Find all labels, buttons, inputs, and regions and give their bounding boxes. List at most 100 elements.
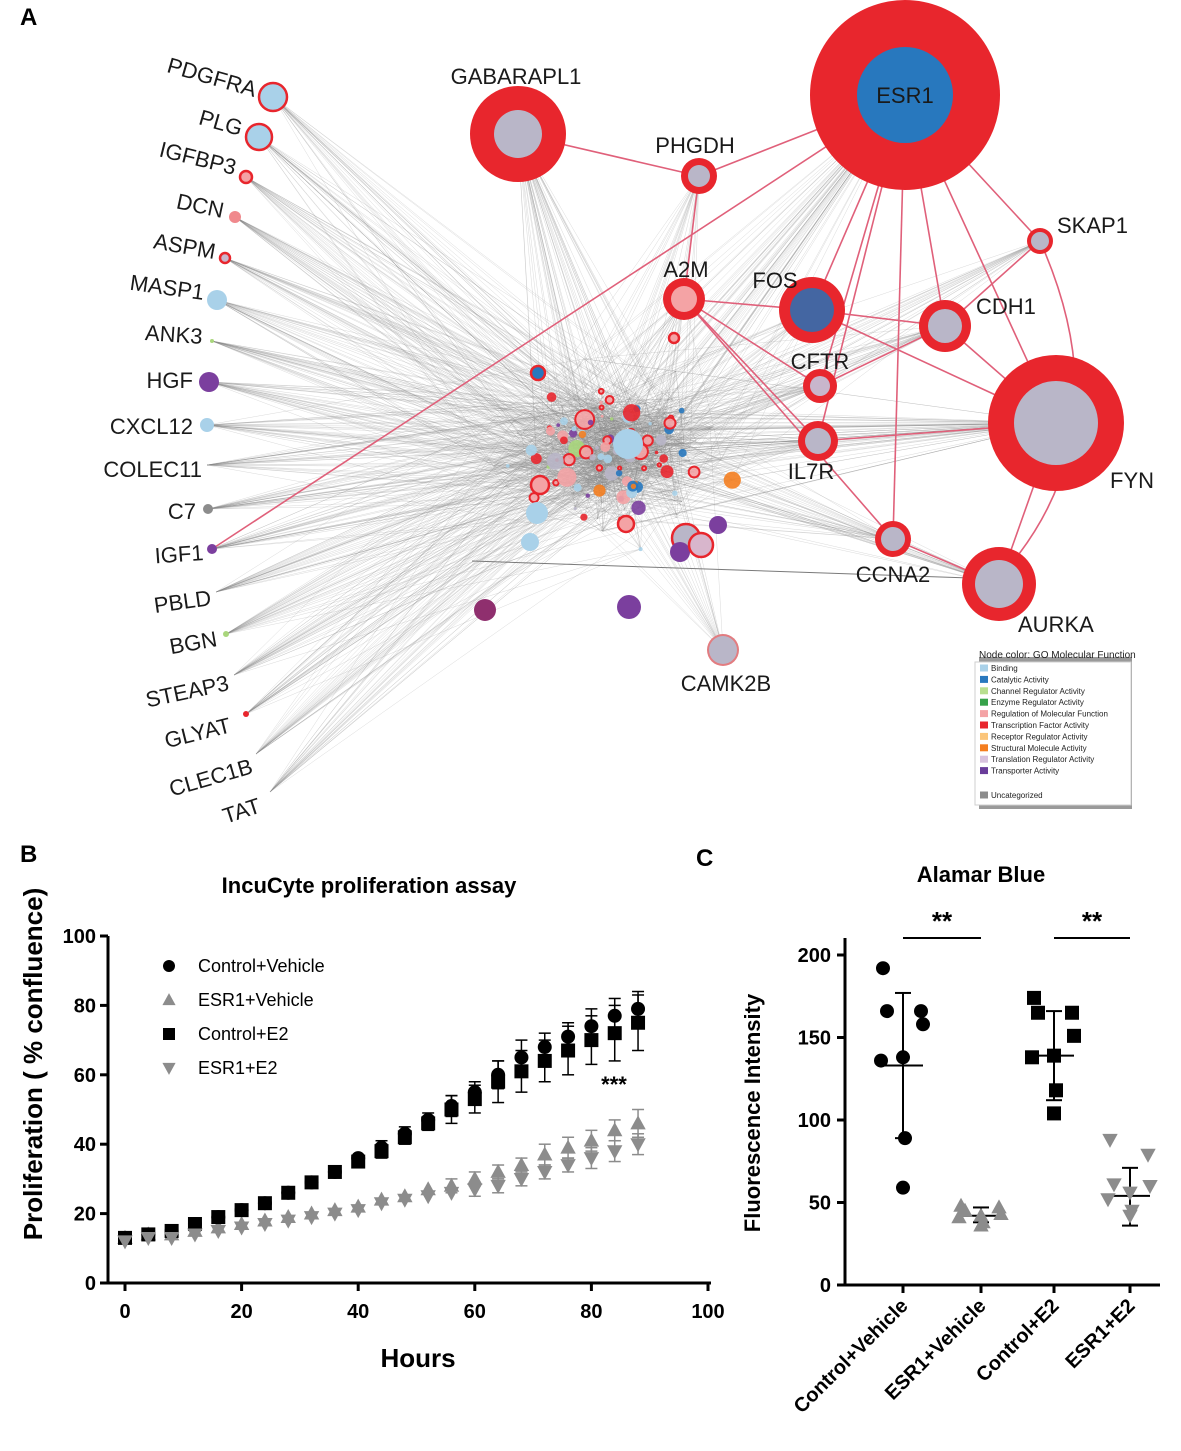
- legend-swatch-channel-regulator-activity: [980, 687, 988, 695]
- network-cloud-node: [630, 483, 637, 489]
- network-cloud-node: [687, 531, 715, 559]
- node-igf1: [207, 544, 217, 554]
- network-cloud-node: [672, 490, 678, 496]
- chart-b-x-tick-label: 60: [464, 1301, 486, 1323]
- chart-c-y-tick-label: 50: [809, 1193, 831, 1215]
- network-cloud-node: [525, 444, 537, 456]
- point-esr1-e2: [1100, 1193, 1116, 1208]
- hub-node-core-skap1: [1031, 232, 1049, 250]
- point-control-e2: [304, 1175, 319, 1190]
- point-control-e2: [1067, 1028, 1081, 1043]
- point-control-e2: [467, 1092, 482, 1107]
- legend-label-regulation-of-molecular-function: Regulation of Molecular Function: [991, 710, 1108, 719]
- network-cloud-node: [600, 414, 604, 418]
- network-cloud-node: [655, 434, 667, 446]
- hub-node-core-aurka: [975, 560, 1023, 608]
- network-cloud-node: [595, 446, 599, 450]
- network-cloud-node: [663, 416, 677, 430]
- point-esr1-e2: [1122, 1209, 1138, 1224]
- gene-label-dcn: DCN: [174, 189, 226, 223]
- hub-label-fyn: FYN: [1110, 468, 1154, 493]
- network-cloud-node: [678, 407, 685, 414]
- gene-label-bgn: BGN: [168, 626, 219, 659]
- network-cloud-node: [556, 423, 561, 427]
- network-cloud-node: [545, 426, 556, 436]
- network-cloud-node: [529, 364, 547, 382]
- network-cloud-node: [660, 465, 674, 479]
- chart-b-x-tick-label: 20: [230, 1301, 252, 1323]
- point-esr1-e2: [467, 1183, 483, 1198]
- gene-label-cxcl12: CXCL12: [110, 414, 193, 439]
- point-esr1-e2: [1102, 1133, 1118, 1148]
- gene-label-aspm: ASPM: [152, 228, 218, 263]
- node-igfbp3: [238, 169, 254, 185]
- point-esr1-e2: [163, 1231, 180, 1246]
- gene-label-masp1: MASP1: [128, 270, 205, 305]
- legend-swatch-receptor-regulator-activity: [980, 732, 988, 740]
- point-esr1-e2: [607, 1145, 623, 1160]
- network-red-edge: [683, 298, 819, 442]
- point-esr1-e2: [537, 1166, 553, 1181]
- network-cloud-node: [678, 448, 687, 458]
- point-control-e2: [187, 1217, 202, 1232]
- network-cloud-node: [617, 595, 641, 619]
- point-control-e2: [421, 1116, 436, 1131]
- hub-label-skap1: SKAP1: [1057, 213, 1128, 238]
- legend-swatch-catalytic-activity: [980, 675, 988, 683]
- legend-marker-control-vehicle: [163, 960, 175, 972]
- network-cloud-node: [571, 426, 577, 432]
- point-esr1-vehicle: [560, 1139, 576, 1154]
- legend-label-esr1-e2: ESR1+E2: [198, 1058, 278, 1078]
- point-esr1-vehicle: [467, 1170, 483, 1185]
- legend-swatch-regulation-of-molecular-function: [980, 710, 988, 718]
- point-esr1-e2: [257, 1218, 273, 1233]
- hub-label-phgdh: PHGDH: [655, 133, 734, 158]
- hub-node-core-cdh1: [928, 309, 962, 343]
- network-cloud-node: [659, 454, 668, 463]
- legend-marker-esr1-e2: [162, 1062, 176, 1075]
- point-esr1-e2: [1142, 1180, 1158, 1195]
- network-cloud-node: [574, 409, 596, 430]
- node-bgn: [223, 631, 229, 637]
- point-control-e2: [561, 1043, 576, 1058]
- network-cloud-node: [506, 464, 510, 468]
- hub-node-core-il7r: [805, 428, 831, 454]
- legend-label-control-e2: Control+E2: [198, 1024, 289, 1044]
- network-cloud-node: [573, 506, 577, 511]
- network-cloud-node: [617, 465, 623, 471]
- point-esr1-e2: [420, 1190, 436, 1205]
- point-control-e2: [1047, 1106, 1061, 1121]
- point-esr1-e2: [187, 1228, 203, 1243]
- point-control-e2: [1049, 1083, 1063, 1098]
- network-cloud-node: [552, 479, 560, 487]
- network-cloud-node: [613, 429, 643, 459]
- point-control-vehicle: [876, 961, 890, 976]
- network-cloud-node: [603, 454, 613, 464]
- network-cloud-node: [546, 392, 557, 402]
- hub-node-core-phgdh: [688, 165, 710, 187]
- hub-label-gabarapl1: GABARAPL1: [451, 64, 582, 89]
- network-cloud-node: [654, 450, 659, 455]
- chart-c-y-tick-label: 0: [820, 1275, 831, 1297]
- point-control-e2: [1031, 1005, 1045, 1020]
- node-plg: [244, 122, 274, 152]
- network-cloud-node: [526, 502, 548, 524]
- panel-letter-c: C: [696, 845, 713, 872]
- point-control-vehicle: [914, 1004, 928, 1019]
- point-control-e2: [491, 1074, 506, 1089]
- point-esr1-e2: [373, 1197, 390, 1212]
- hub-label-aurka: AURKA: [1018, 612, 1094, 637]
- point-esr1-e2: [1106, 1178, 1122, 1193]
- point-esr1-vehicle: [537, 1146, 553, 1161]
- network-cloud-node: [597, 453, 605, 461]
- network-cloud-node: [622, 404, 641, 422]
- point-control-vehicle: [896, 1180, 910, 1195]
- point-control-vehicle: [607, 1008, 622, 1023]
- point-esr1-vehicle: [583, 1132, 600, 1147]
- point-control-e2: [444, 1102, 459, 1117]
- gene-label-hgf: HGF: [147, 368, 193, 393]
- gene-label-pbld: PBLD: [152, 585, 212, 618]
- chart-c-y-tick-label: 200: [798, 945, 831, 967]
